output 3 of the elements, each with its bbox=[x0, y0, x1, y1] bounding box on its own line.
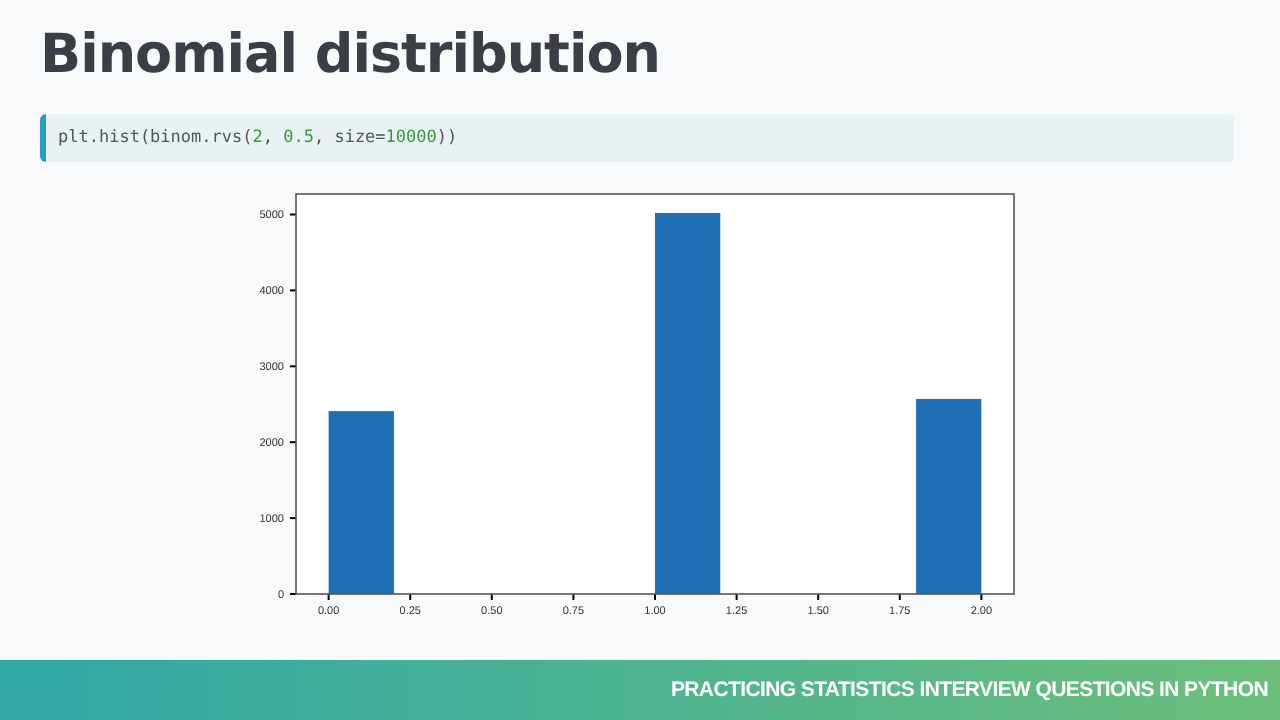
chart-title: Binomial distribution bbox=[40, 24, 660, 86]
text: PRACTICING STATISTICS INTERVIEW QUESTIONS IN PYTHON bbox=[670, 678, 1268, 702]
chart-subtitle: plt.hist(binom.rvs(2, 0.5, size=10000)) bbox=[58, 128, 458, 148]
